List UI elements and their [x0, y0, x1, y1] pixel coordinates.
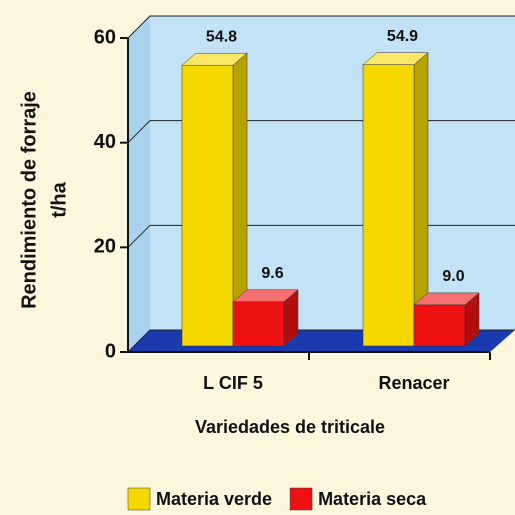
grid-line: [127, 15, 515, 39]
x-axis-label: Variedades de triticale: [195, 417, 385, 437]
x-tick-label: L CIF 5: [203, 373, 263, 393]
value-label: 9.6: [261, 265, 283, 282]
y-axis-label: Rendimiento de forraje: [18, 91, 40, 309]
y-tick-label: 40: [94, 131, 116, 153]
bar: [362, 64, 415, 347]
y-tick-label: 0: [105, 340, 116, 362]
bar-top: [232, 289, 299, 303]
legend-swatch: [289, 487, 313, 511]
bar-top: [362, 52, 429, 65]
bar: [232, 301, 285, 347]
y-tick-label: 20: [94, 236, 116, 258]
y-tick-label: 60: [94, 26, 116, 48]
left-wall: [128, 16, 150, 352]
bar: [181, 64, 234, 347]
value-label: 54.9: [387, 28, 418, 45]
bar: [413, 304, 466, 347]
bar-top: [181, 52, 248, 66]
legend-label: Materia verde: [156, 489, 272, 509]
value-label: 9.0: [442, 268, 464, 285]
legend-swatch: [127, 487, 151, 511]
value-label: 54.8: [206, 28, 237, 45]
x-tick-label: Renacer: [378, 373, 449, 393]
legend-label: Materia seca: [318, 489, 427, 509]
bar-top: [413, 292, 480, 306]
y-axis-label: t/ha: [48, 181, 70, 217]
